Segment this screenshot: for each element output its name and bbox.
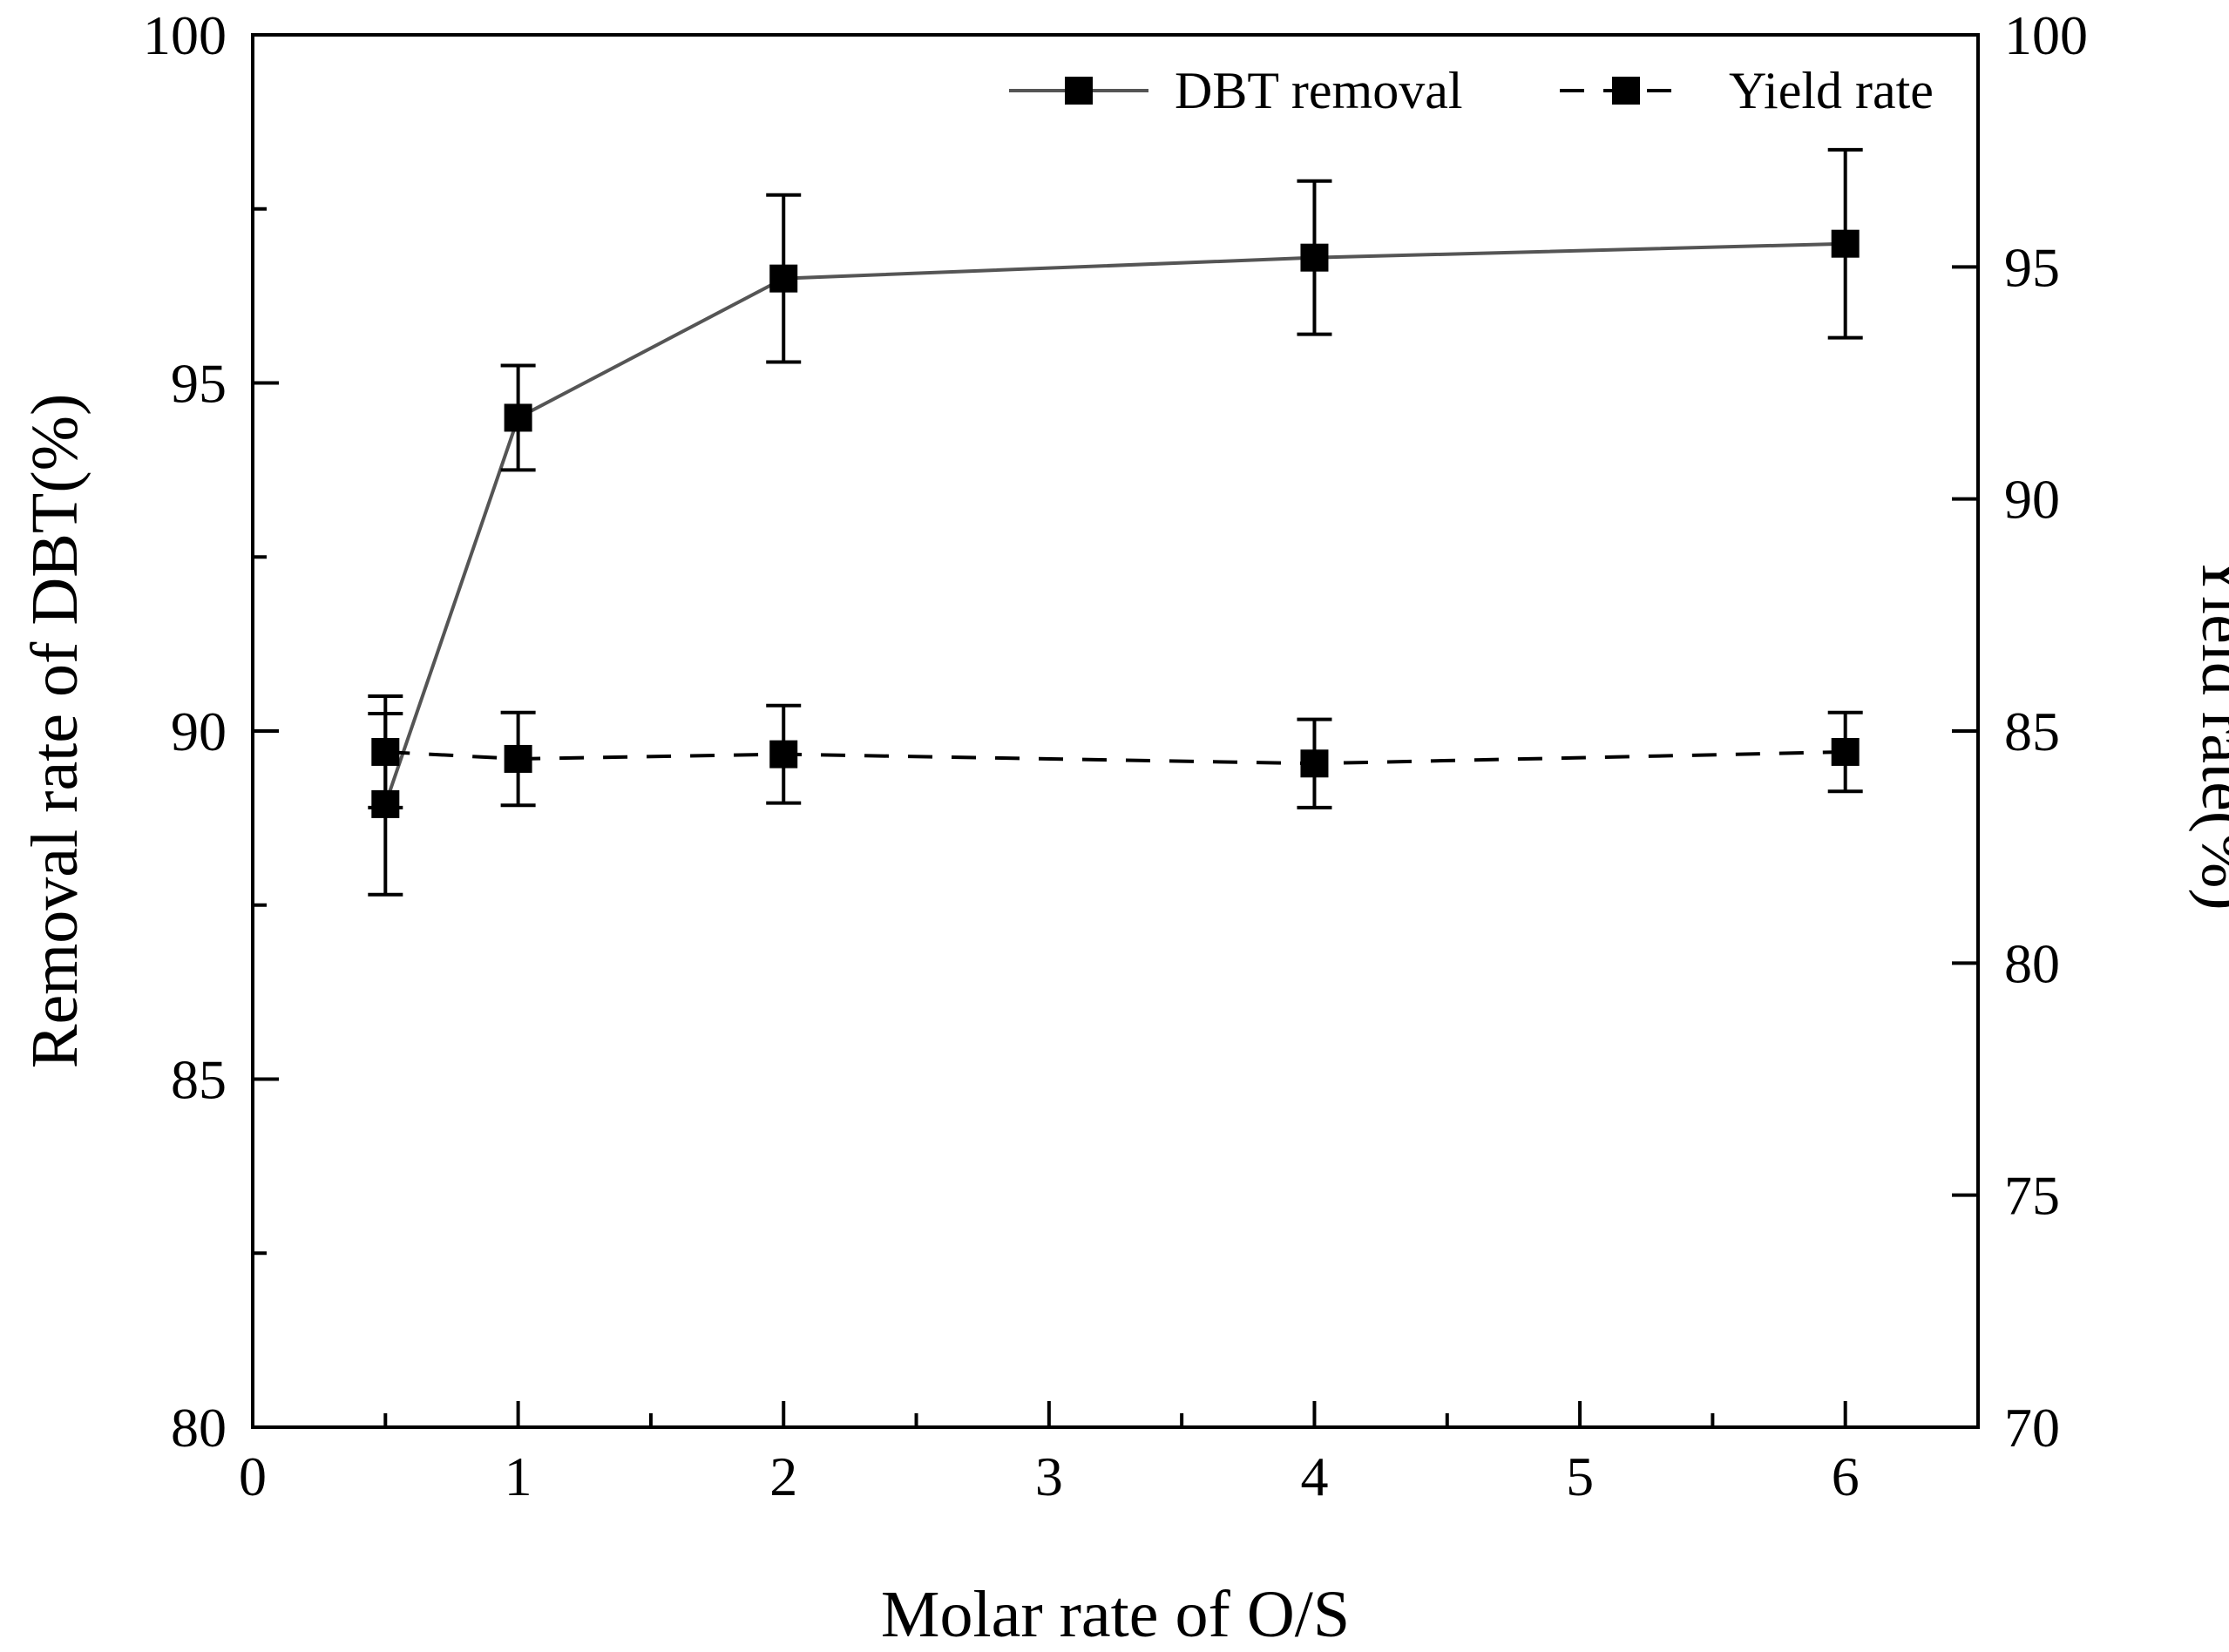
y2-tick-label: 95 [2004, 236, 2060, 298]
y2-tick-label: 80 [2004, 932, 2060, 994]
y-tick-label: 85 [171, 1049, 227, 1111]
y2-tick-label: 85 [2004, 701, 2060, 762]
data-point-yield-rate [504, 744, 532, 773]
legend-label-yield-rate: Yield rate [1729, 62, 1934, 119]
data-point-dbt-removal [1831, 229, 1860, 258]
x-tick-label: 0 [239, 1446, 267, 1507]
y2-tick-label: 75 [2004, 1165, 2060, 1227]
data-point-dbt-removal [769, 264, 798, 293]
x-tick-label: 6 [1832, 1446, 1860, 1507]
y-tick-label: 95 [171, 353, 227, 415]
x-tick-label: 1 [505, 1446, 532, 1507]
x-tick-label: 5 [1566, 1446, 1594, 1507]
series-layer [368, 147, 1863, 897]
tick-layer: 0 1 2 3 4 5 6 80 85 90 95 100 70 75 80 85 90 95 100 [143, 4, 2088, 1507]
series-line-yield-rate [385, 749, 1846, 766]
y2-tick-label: 100 [2004, 4, 2088, 66]
legend: DBT removal Yield rate [1009, 62, 1934, 119]
plot-frame [251, 33, 1980, 1429]
y2-tick-label: 90 [2004, 469, 2060, 531]
y-tick-label: 100 [143, 4, 227, 66]
legend-label-dbt-removal: DBT removal [1175, 62, 1463, 119]
x-tick-label: 4 [1300, 1446, 1328, 1507]
data-point-dbt-removal [1300, 243, 1329, 272]
data-point-yield-rate [1831, 737, 1860, 766]
x-tick-label: 3 [1035, 1446, 1063, 1507]
data-point-yield-rate [769, 740, 798, 768]
y2-axis-title: Yield rate(%) [2188, 552, 2229, 910]
label-layer: Molar rate of O/S Removal rate of DBT(%)… [18, 394, 2229, 1651]
y-tick-label: 90 [171, 701, 227, 762]
data-point-yield-rate [1300, 749, 1329, 778]
data-point-yield-rate [371, 737, 400, 766]
x-axis-title: Molar rate of O/S [881, 1578, 1350, 1651]
x-tick-label: 2 [769, 1446, 797, 1507]
series-line-dbt-removal [383, 241, 1846, 805]
y2-tick-label: 70 [2004, 1397, 2060, 1459]
legend-marker-dbt-removal [1065, 77, 1093, 105]
y-axis-title: Removal rate of DBT(%) [18, 394, 91, 1069]
y-tick-label: 80 [171, 1397, 227, 1459]
legend-marker-yield-rate [1612, 77, 1640, 105]
data-point-dbt-removal [504, 403, 532, 432]
